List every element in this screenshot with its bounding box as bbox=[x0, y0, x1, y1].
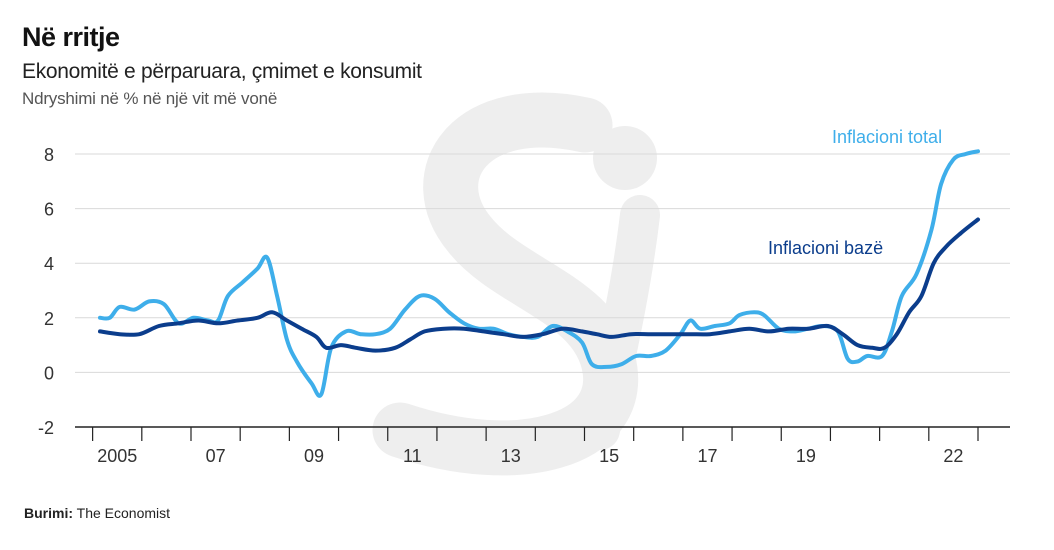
source-label: Burimi: bbox=[24, 505, 73, 521]
y-tick-label: 2 bbox=[44, 309, 54, 329]
x-tick-label: 15 bbox=[599, 446, 619, 466]
series-line-core bbox=[98, 217, 980, 353]
series-label-total: Inflacioni total bbox=[832, 127, 942, 147]
x-tick-label: 22 bbox=[943, 446, 963, 466]
y-tick-label: 6 bbox=[44, 200, 54, 220]
x-tick-label: 17 bbox=[697, 446, 717, 466]
watermark-logo-icon bbox=[372, 92, 660, 476]
y-tick-label: 8 bbox=[44, 145, 54, 165]
chart-title: Në rritje bbox=[22, 22, 120, 52]
y-tick-label: 4 bbox=[44, 254, 54, 274]
x-tick-label: 09 bbox=[304, 446, 324, 466]
x-tick-label: 07 bbox=[206, 446, 226, 466]
x-tick-label: 11 bbox=[403, 446, 422, 466]
chart-subtitle: Ekonomitë e përparuara, çmimet e konsumi… bbox=[22, 60, 422, 83]
y-tick-label: -2 bbox=[38, 418, 54, 438]
series-label-core: Inflacioni bazë bbox=[768, 238, 883, 258]
source-text: The Economist bbox=[76, 505, 171, 521]
y-tick-label: 0 bbox=[44, 363, 54, 383]
x-tick-label: 19 bbox=[796, 446, 816, 466]
unit-label: Ndryshimi në % në një vit më vonë bbox=[22, 89, 278, 108]
series-line-total bbox=[98, 149, 980, 398]
x-tick-label: 13 bbox=[501, 446, 521, 466]
source-note: Burimi: The Economist bbox=[24, 505, 170, 521]
x-tick-label: 2005 bbox=[97, 446, 137, 466]
